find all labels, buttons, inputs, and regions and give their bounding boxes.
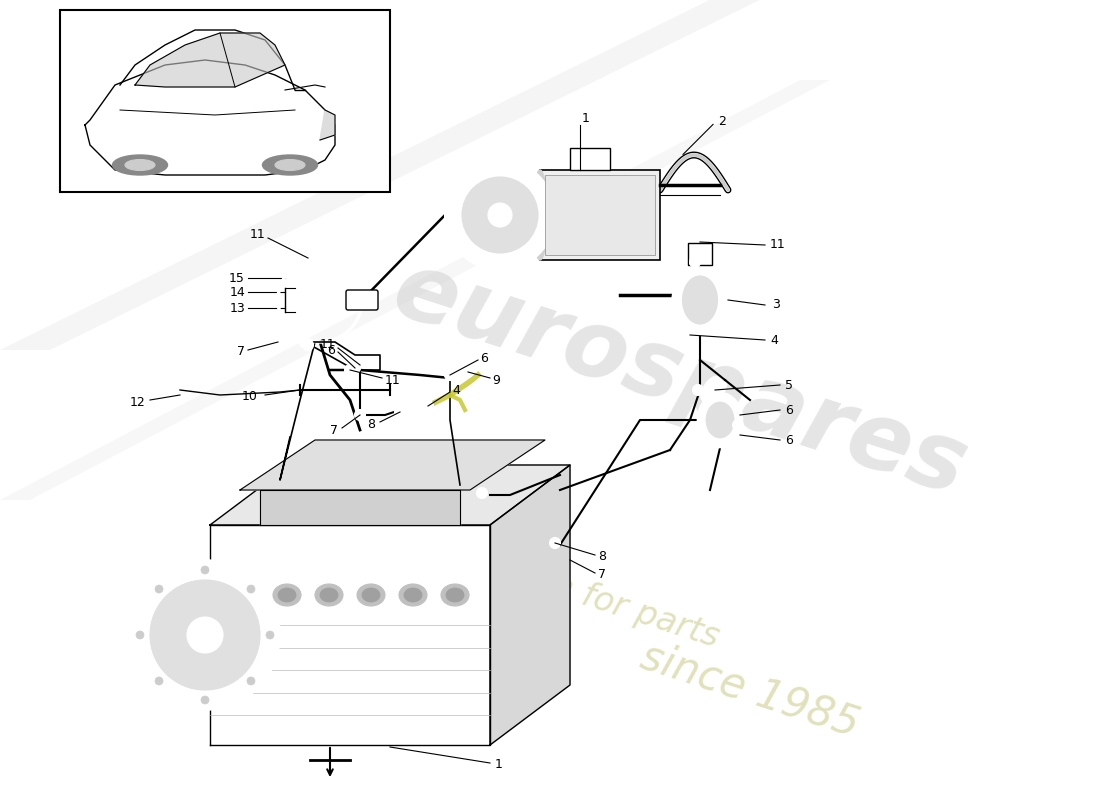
Bar xyxy=(60,10,390,192)
Polygon shape xyxy=(240,440,544,490)
Text: 6: 6 xyxy=(327,343,336,357)
Polygon shape xyxy=(0,0,800,350)
Ellipse shape xyxy=(446,588,464,602)
Circle shape xyxy=(476,487,487,498)
Text: 7: 7 xyxy=(598,569,606,582)
Ellipse shape xyxy=(112,155,167,175)
Ellipse shape xyxy=(672,265,727,335)
Circle shape xyxy=(150,580,260,690)
Text: a passion for parts: a passion for parts xyxy=(417,526,723,654)
Text: 6: 6 xyxy=(480,351,488,365)
Circle shape xyxy=(187,617,223,653)
Ellipse shape xyxy=(236,588,254,602)
Circle shape xyxy=(201,566,209,574)
Text: 2: 2 xyxy=(718,115,726,128)
Ellipse shape xyxy=(125,159,155,170)
Ellipse shape xyxy=(682,276,717,324)
Text: 8: 8 xyxy=(598,550,606,563)
Text: 14: 14 xyxy=(229,286,245,298)
Polygon shape xyxy=(320,110,336,140)
Ellipse shape xyxy=(532,170,548,260)
Circle shape xyxy=(462,366,473,378)
Circle shape xyxy=(446,160,556,270)
Polygon shape xyxy=(210,525,490,745)
Circle shape xyxy=(693,385,704,395)
Polygon shape xyxy=(260,490,460,525)
Circle shape xyxy=(248,677,255,685)
Text: 10: 10 xyxy=(242,390,258,403)
Text: 1: 1 xyxy=(582,111,590,125)
Text: 4: 4 xyxy=(770,334,778,346)
Ellipse shape xyxy=(320,588,338,602)
Ellipse shape xyxy=(362,588,380,602)
Circle shape xyxy=(550,538,561,549)
Text: 11: 11 xyxy=(319,338,336,351)
Circle shape xyxy=(690,257,701,267)
Text: 13: 13 xyxy=(229,302,245,314)
Polygon shape xyxy=(135,33,285,87)
Text: eurospares: eurospares xyxy=(382,244,978,516)
Circle shape xyxy=(354,410,365,421)
Polygon shape xyxy=(490,465,570,745)
Circle shape xyxy=(130,560,280,710)
Text: 15: 15 xyxy=(229,271,245,285)
Circle shape xyxy=(248,585,255,593)
Circle shape xyxy=(266,631,274,639)
Text: 7: 7 xyxy=(330,423,338,437)
Ellipse shape xyxy=(706,402,734,438)
Ellipse shape xyxy=(697,393,742,447)
Text: 6: 6 xyxy=(785,434,793,446)
Circle shape xyxy=(422,401,433,411)
Ellipse shape xyxy=(399,584,427,606)
Text: 5: 5 xyxy=(785,378,793,391)
Bar xyxy=(544,175,654,255)
Text: 6: 6 xyxy=(785,403,793,417)
Polygon shape xyxy=(0,80,830,500)
FancyBboxPatch shape xyxy=(346,290,378,310)
Text: 1: 1 xyxy=(495,758,503,771)
Circle shape xyxy=(201,696,209,704)
Text: 4: 4 xyxy=(452,383,460,397)
Ellipse shape xyxy=(263,155,318,175)
Text: 11: 11 xyxy=(770,238,785,251)
Text: 3: 3 xyxy=(772,298,780,311)
Circle shape xyxy=(395,406,406,418)
Circle shape xyxy=(302,339,313,350)
Text: 7: 7 xyxy=(236,346,245,358)
Circle shape xyxy=(733,419,744,430)
Polygon shape xyxy=(210,465,570,525)
Ellipse shape xyxy=(275,159,305,170)
Text: 12: 12 xyxy=(130,395,145,409)
Ellipse shape xyxy=(231,584,258,606)
Circle shape xyxy=(155,585,163,593)
Ellipse shape xyxy=(273,584,301,606)
Ellipse shape xyxy=(441,584,469,606)
Ellipse shape xyxy=(358,584,385,606)
Ellipse shape xyxy=(404,588,422,602)
Circle shape xyxy=(462,177,538,253)
Text: 11: 11 xyxy=(250,229,265,242)
Circle shape xyxy=(350,362,361,374)
Text: 8: 8 xyxy=(367,418,375,431)
Circle shape xyxy=(488,203,512,227)
Circle shape xyxy=(444,370,455,381)
Ellipse shape xyxy=(278,588,296,602)
Circle shape xyxy=(299,336,311,348)
Bar xyxy=(688,243,712,265)
Bar xyxy=(570,148,611,170)
Bar xyxy=(540,170,660,260)
Circle shape xyxy=(344,365,355,375)
Ellipse shape xyxy=(315,584,343,606)
Circle shape xyxy=(713,385,724,395)
Circle shape xyxy=(136,631,144,639)
Text: since 1985: since 1985 xyxy=(636,635,865,745)
Text: 11: 11 xyxy=(385,374,400,386)
Circle shape xyxy=(155,677,163,685)
Text: 9: 9 xyxy=(492,374,499,386)
